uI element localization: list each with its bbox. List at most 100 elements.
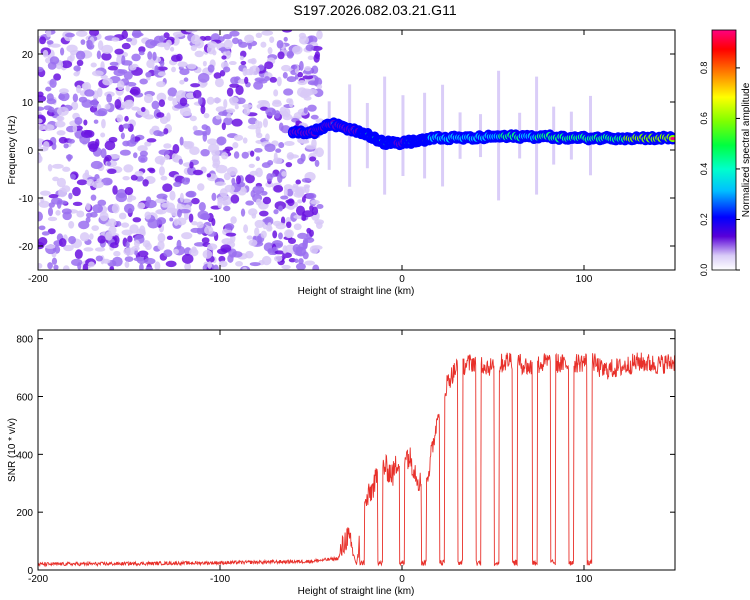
noise-blob: [71, 258, 83, 267]
noise-blob: [299, 60, 304, 71]
noise-blob: [271, 109, 277, 115]
noise-blob: [287, 154, 300, 159]
noise-blob: [93, 119, 99, 124]
noise-blob: [258, 64, 265, 71]
noise-blob: [255, 167, 263, 178]
noise-blob: [202, 249, 213, 259]
noise-blob: [120, 101, 128, 109]
noise-blob: [123, 71, 133, 80]
noise-blob: [304, 260, 316, 266]
noise-blob: [126, 197, 133, 203]
noise-blob: [63, 244, 74, 252]
noise-blob: [106, 161, 112, 167]
noise-blob: [116, 114, 124, 123]
noise-blob: [176, 217, 187, 226]
noise-blob: [68, 192, 73, 200]
noise-blob: [118, 212, 127, 220]
noise-blob: [104, 103, 111, 110]
spectrogram-y-label: Frequency (Hz): [7, 116, 18, 185]
noise-blob: [83, 119, 88, 126]
noise-blob: [179, 79, 185, 85]
noise-blob: [90, 62, 97, 68]
noise-blob: [118, 124, 124, 133]
noise-blob: [156, 209, 164, 215]
noise-blob: [70, 173, 76, 180]
noise-blob: [107, 65, 119, 71]
noise-blob: [235, 85, 244, 96]
x-tick-label: 100: [576, 574, 593, 585]
noise-blob: [214, 181, 227, 186]
noise-blob: [247, 117, 258, 125]
noise-blob: [51, 197, 63, 205]
noise-blob: [38, 236, 48, 246]
noise-blob: [230, 216, 237, 224]
noise-blob: [275, 148, 282, 153]
noise-blob: [74, 249, 83, 260]
noise-blob: [198, 202, 206, 212]
noise-blob: [38, 66, 44, 73]
noise-blob: [58, 238, 67, 247]
x-tick-label: 0: [399, 574, 405, 585]
noise-blob: [179, 136, 184, 146]
noise-blob: [48, 202, 56, 208]
noise-blob: [310, 199, 320, 205]
noise-blob: [63, 143, 69, 149]
noise-blob: [169, 217, 174, 222]
noise-blob: [282, 112, 289, 117]
noise-blob: [56, 106, 69, 116]
y-tick-label: -10: [19, 194, 34, 205]
noise-blob: [84, 169, 90, 178]
noise-blob: [161, 202, 170, 208]
noise-blob: [233, 134, 244, 141]
noise-blob: [72, 124, 78, 133]
colorbar-tick-label: 0.0: [699, 264, 709, 277]
noise-blob: [220, 244, 232, 253]
noise-blob: [133, 152, 138, 159]
noise-blob: [76, 59, 84, 67]
colorbar-frame: [711, 29, 737, 271]
noise-blob: [41, 231, 50, 236]
noise-blob: [169, 190, 176, 201]
noise-blob: [272, 157, 283, 164]
noise-blob: [172, 143, 180, 154]
noise-blob: [228, 61, 237, 66]
noise-blob: [211, 149, 221, 157]
ridge-streak: [401, 95, 405, 177]
colorbar: 0.0 0.2 0.4 0.6 0.8 Normalized spectral ampl…: [699, 29, 750, 277]
noise-blob: [159, 116, 169, 125]
noise-blob: [144, 114, 155, 120]
noise-blob: [120, 132, 125, 140]
noise-blob: [164, 154, 170, 161]
x-tick-label: -100: [210, 274, 230, 285]
noise-blob: [256, 132, 263, 139]
noise-blob: [54, 120, 66, 128]
noise-blob: [200, 105, 206, 115]
noise-blob: [56, 130, 66, 136]
noise-blob: [198, 96, 203, 106]
noise-blob: [297, 80, 307, 86]
noise-blob: [143, 93, 154, 104]
noise-blob: [215, 115, 222, 120]
noise-blob: [233, 151, 240, 159]
noise-blob: [181, 253, 194, 264]
noise-blob: [242, 266, 248, 270]
noise-blob: [183, 77, 189, 82]
noise-blob: [83, 247, 94, 252]
noise-blob: [107, 218, 117, 228]
noise-blob: [114, 48, 124, 55]
noise-blob: [111, 37, 120, 42]
noise-blob: [311, 65, 319, 74]
noise-blob: [222, 34, 233, 40]
noise-blob: [238, 41, 248, 48]
noise-blob: [307, 80, 319, 86]
noise-blob: [172, 97, 178, 107]
noise-blob: [173, 248, 179, 254]
noise-blob: [38, 95, 47, 103]
noise-blob: [234, 104, 239, 110]
noise-blob: [252, 185, 265, 195]
noise-blob: [72, 93, 79, 103]
noise-blob: [111, 203, 120, 214]
noise-blob: [316, 30, 323, 40]
noise-blob: [207, 261, 212, 269]
colorbar-gradient: [712, 30, 736, 270]
